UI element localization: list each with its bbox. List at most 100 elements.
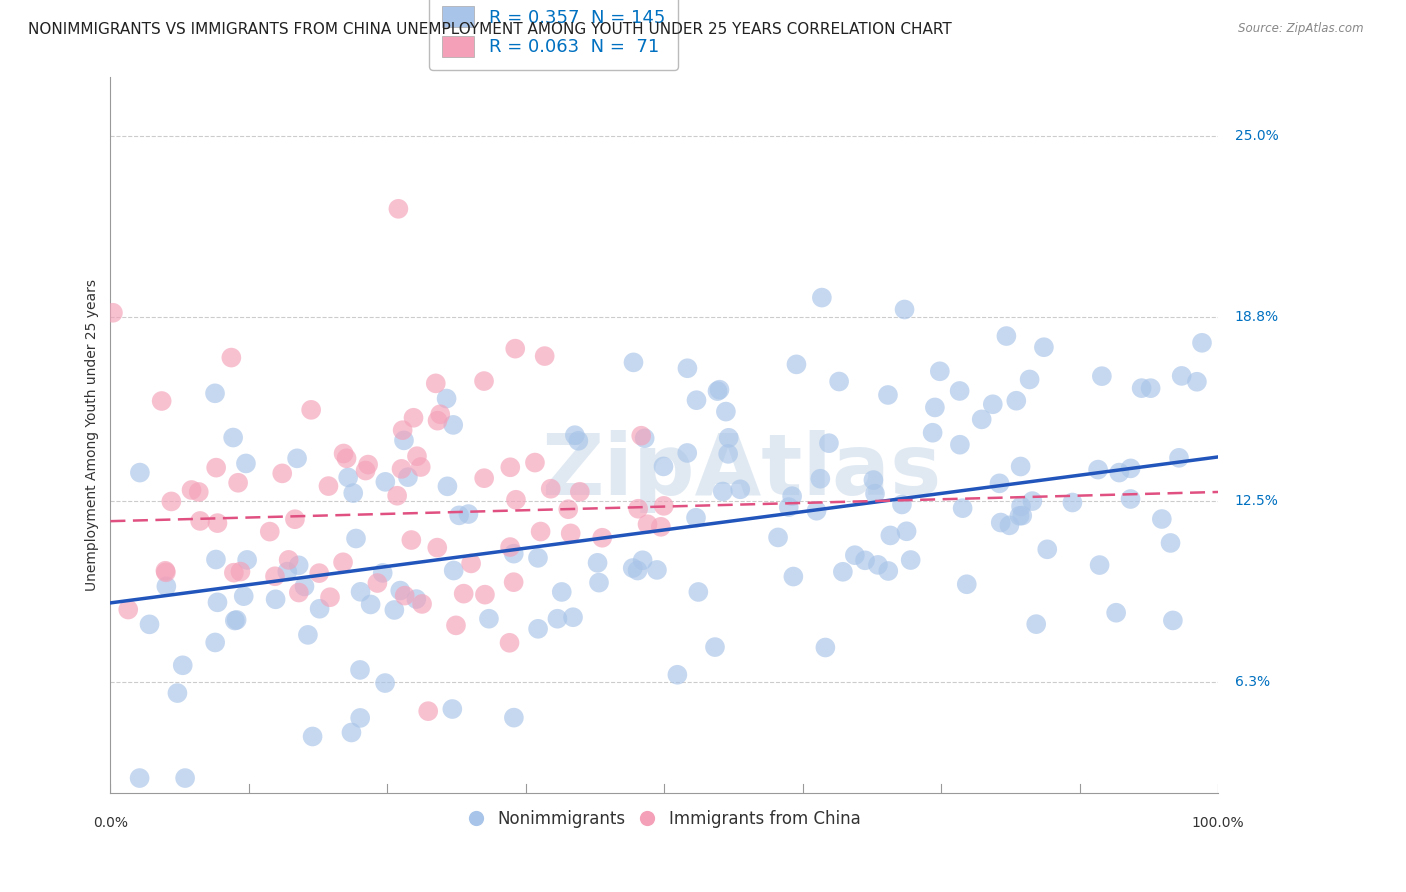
Point: [340, 725, 363, 739]
Point: [523, 456, 546, 470]
Point: [332, 446, 354, 460]
Point: [382, 603, 405, 617]
Y-axis label: Unemployment Among Youth under 25 years: Unemployment Among Youth under 25 years: [86, 279, 100, 591]
Text: Source: ZipAtlas.com: Source: ZipAtlas.com: [1239, 22, 1364, 36]
Point: [828, 375, 851, 389]
Point: [264, 592, 287, 607]
Point: [436, 392, 458, 406]
Point: [344, 532, 367, 546]
Point: [271, 467, 294, 481]
Point: [236, 553, 259, 567]
Point: [385, 489, 408, 503]
Point: [806, 504, 828, 518]
Point: [335, 451, 357, 466]
Point: [405, 592, 427, 607]
Point: [204, 386, 226, 401]
Point: [637, 517, 659, 532]
Point: [567, 434, 589, 448]
Point: [704, 640, 727, 654]
Point: [645, 563, 668, 577]
Point: [1150, 512, 1173, 526]
Point: [952, 501, 974, 516]
Point: [1018, 372, 1040, 386]
Point: [921, 425, 943, 440]
Point: [588, 575, 610, 590]
Point: [730, 483, 752, 497]
Point: [714, 404, 737, 418]
Point: [392, 434, 415, 448]
Point: [318, 479, 340, 493]
Point: [1036, 542, 1059, 557]
Point: [222, 431, 245, 445]
Point: [862, 473, 884, 487]
Point: [396, 470, 419, 484]
Point: [1160, 536, 1182, 550]
Point: [128, 771, 150, 785]
Point: [1191, 335, 1213, 350]
Point: [155, 579, 177, 593]
Point: [685, 510, 707, 524]
Point: [652, 459, 675, 474]
Point: [808, 472, 831, 486]
Point: [634, 431, 657, 445]
Point: [626, 564, 648, 578]
Text: 100.0%: 100.0%: [1192, 816, 1244, 830]
Point: [342, 486, 364, 500]
Point: [436, 479, 458, 493]
Point: [429, 407, 451, 421]
Point: [1021, 494, 1043, 508]
Point: [444, 618, 467, 632]
Point: [235, 457, 257, 471]
Point: [187, 485, 209, 500]
Point: [666, 667, 689, 681]
Point: [394, 589, 416, 603]
Text: 18.8%: 18.8%: [1234, 310, 1279, 324]
Point: [811, 291, 834, 305]
Point: [998, 518, 1021, 533]
Point: [818, 436, 841, 450]
Point: [502, 575, 524, 590]
Point: [814, 640, 837, 655]
Point: [117, 602, 139, 616]
Point: [299, 402, 322, 417]
Point: [371, 566, 394, 580]
Point: [1032, 340, 1054, 354]
Point: [232, 589, 254, 603]
Point: [389, 583, 412, 598]
Point: [472, 471, 495, 485]
Point: [928, 364, 950, 378]
Point: [896, 524, 918, 539]
Point: [924, 401, 946, 415]
Point: [441, 417, 464, 432]
Point: [155, 566, 177, 580]
Point: [879, 528, 901, 542]
Point: [224, 614, 246, 628]
Point: [863, 486, 886, 500]
Point: [502, 547, 524, 561]
Point: [174, 771, 197, 785]
Point: [129, 466, 152, 480]
Point: [337, 470, 360, 484]
Point: [502, 711, 524, 725]
Point: [1168, 450, 1191, 465]
Point: [155, 564, 177, 578]
Point: [1185, 375, 1208, 389]
Point: [627, 501, 650, 516]
Point: [652, 499, 675, 513]
Point: [401, 533, 423, 547]
Point: [706, 384, 728, 398]
Point: [866, 558, 889, 572]
Point: [557, 502, 579, 516]
Point: [205, 460, 228, 475]
Point: [527, 622, 550, 636]
Point: [1119, 491, 1142, 506]
Point: [287, 558, 309, 573]
Point: [1170, 368, 1192, 383]
Point: [499, 460, 522, 475]
Point: [172, 658, 194, 673]
Point: [650, 520, 672, 534]
Point: [308, 566, 330, 581]
Point: [138, 617, 160, 632]
Point: [949, 438, 972, 452]
Point: [226, 475, 249, 490]
